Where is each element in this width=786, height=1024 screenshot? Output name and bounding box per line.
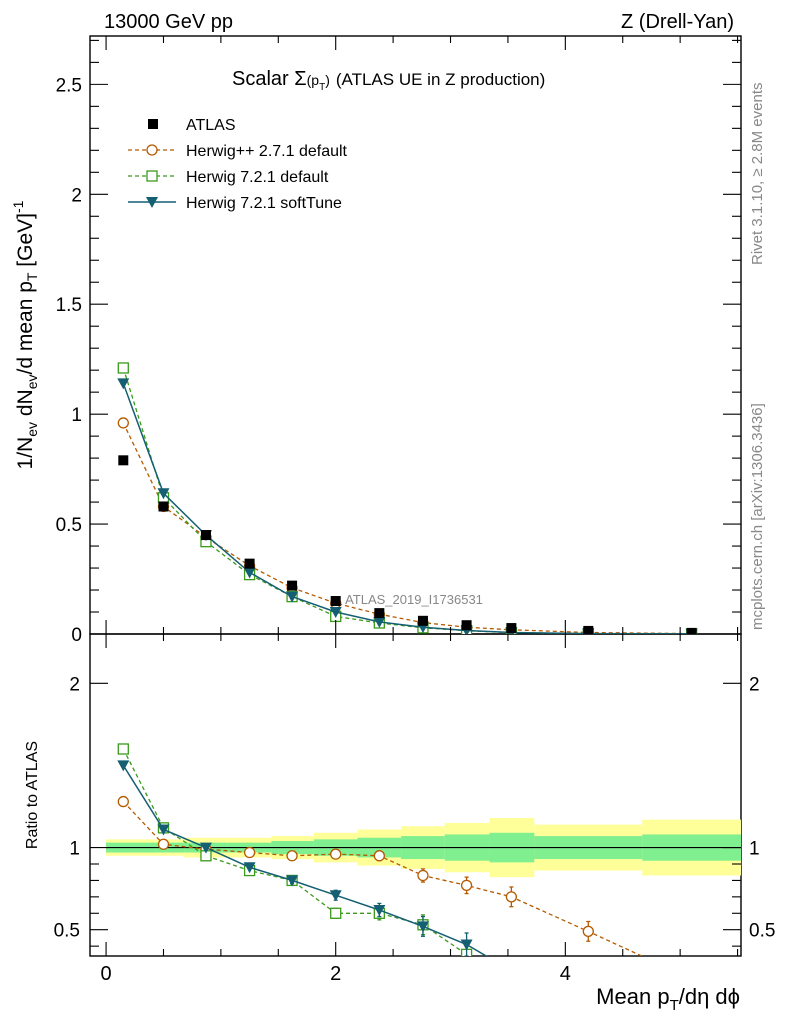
ratio-point-herwig-2-7-1-default [330, 848, 342, 860]
mcplots-label: mcplots.cern.ch [arXiv:1306.3436] [749, 403, 766, 630]
ratio-point-herwig-7-2-1-default [506, 974, 516, 984]
main-y-tick-label: 1 [71, 405, 82, 426]
ratio-point-herwig-7-2-1-default [117, 743, 129, 755]
ratio-y-tick-label: 1 [69, 839, 80, 860]
ratio-point-herwig-7-2-1-softtune [199, 842, 212, 854]
ratio-point-herwig-2-7-1-default [243, 846, 256, 859]
ratio-point-herwig-7-2-1-softtune [582, 987, 594, 998]
ratio-y-tick-label-right: 0.5 [749, 921, 775, 942]
legend-label-herwig7-softtune: Herwig 7.2.1 softTune [186, 195, 342, 212]
main-y-tick-label: 2.5 [56, 75, 82, 96]
ratio-y-axis-label: Ratio to ATLAS [24, 741, 41, 849]
ratio-point-herwig-2-7-1-default [687, 974, 697, 984]
ratio-point-herwig-7-2-1-softtune [286, 875, 299, 887]
main-point-atlas [118, 455, 129, 466]
ratio-point-herwig-2-7-1-default [373, 850, 385, 862]
ratio-panel [89, 633, 742, 957]
ratio-point-herwig-2-7-1-default [286, 850, 298, 862]
analysis-watermark: ATLAS_2019_I1736531 [345, 592, 483, 607]
main-y-tick-label: 1.5 [56, 295, 82, 316]
ratio-point-herwig-2-7-1-default [505, 891, 518, 903]
ratio-line-herwig-7-2-1-softtune [122, 765, 488, 956]
ratio-point-herwig-7-2-1-softtune [460, 939, 473, 951]
x-tick-label: 4 [560, 963, 571, 985]
ratio-point-herwig-2-7-1-default [117, 795, 129, 808]
main-series-atlas [118, 455, 697, 634]
main-line-herwig-7-2-1-softtune [122, 383, 692, 634]
ratio-point-herwig-7-2-1-softtune [416, 921, 429, 933]
main-y-tick-label: 0.5 [56, 515, 82, 536]
ratio-series-herwig-7-2-1-softtune [117, 760, 594, 998]
main-point-atlas [158, 501, 169, 512]
main-point-atlas [330, 596, 341, 607]
x-tick-label: 2 [330, 963, 341, 985]
legend-marker-herwig7-softtune [146, 197, 158, 208]
ratio-y-tick-label: 0.5 [54, 921, 80, 942]
main-point-herwig-7-2-1-softtune [329, 607, 342, 619]
ratio-line-herwig-7-2-1-default [122, 748, 471, 956]
main-point-herwig-7-2-1-default [117, 362, 129, 374]
ratio-y-tick-label-right: 2 [749, 674, 760, 695]
ratio-point-herwig-7-2-1-default [330, 907, 342, 919]
legend: ATLAS Herwig++ 2.7.1 default Herwig 7.2.… [128, 117, 348, 212]
ratio-point-herwig-7-2-1-softtune [157, 824, 170, 836]
main-point-atlas [686, 627, 697, 634]
x-axis-label: Mean pT/dη dϕ [596, 984, 740, 1014]
ratio-point-herwig-7-2-1-default [583, 990, 593, 1000]
main-y-axis-label: 1/Nev dNev/d mean pT [GeV]-1 [10, 200, 40, 469]
main-point-atlas [244, 558, 255, 569]
main-point-herwig-7-2-1-softtune [286, 591, 299, 603]
ratio-point-herwig-7-2-1-softtune [243, 862, 256, 874]
ratio-point-herwig-7-2-1-softtune [505, 966, 517, 977]
main-point-herwig-7-2-1-softtune [157, 488, 170, 500]
main-point-atlas [506, 623, 517, 634]
rivet-label: Rivet 3.1.10, ≥ 2.8M events [749, 83, 766, 266]
legend-label-herwig7-default: Herwig 7.2.1 default [186, 169, 329, 186]
main-y-tick-label: 0 [71, 625, 82, 646]
legend-item-herwig7-softtune: Herwig 7.2.1 softTune [128, 195, 342, 212]
ratio-y-tick-label: 2 [69, 674, 80, 695]
main-point-herwig-2-7-1-default [117, 417, 129, 429]
ratio-series-herwig-2-7-1-default [117, 795, 697, 984]
main-point-atlas [417, 615, 428, 626]
ratio-line-herwig-2-7-1-default [122, 801, 644, 956]
plot-title: Scalar Σ(pT) (ATLAS UE in Z production) [232, 68, 545, 93]
ratio-series-herwig-7-2-1-default [117, 743, 593, 1000]
legend-marker-herwigpp [146, 144, 158, 156]
ratio-point-herwig-2-7-1-default [417, 869, 429, 882]
legend-marker-atlas [148, 119, 158, 129]
main-line-herwig-2-7-1-default [122, 422, 692, 634]
ratio-y-tick-label-right: 1 [749, 839, 760, 860]
main-point-herwig-7-2-1-softtune [373, 616, 386, 628]
legend-label-atlas: ATLAS [186, 117, 236, 134]
ratio-plot-area [106, 743, 741, 1000]
main-point-atlas [374, 608, 385, 619]
legend-label-herwigpp: Herwig++ 2.7.1 default [186, 143, 348, 160]
energy-label: 13000 GeV pp [104, 11, 233, 33]
process-label: Z (Drell-Yan) [621, 11, 734, 33]
legend-item-herwig7-default: Herwig 7.2.1 default [128, 169, 329, 186]
legend-item-herwigpp: Herwig++ 2.7.1 default [128, 143, 348, 160]
main-y-tick-label: 2 [71, 185, 82, 206]
main-point-atlas [200, 530, 211, 541]
main-point-herwig-7-2-1-softtune [117, 378, 130, 390]
main-point-atlas [461, 620, 472, 631]
ratio-point-herwig-7-2-1-softtune [373, 905, 386, 916]
ratio-point-herwig-7-2-1-softtune [117, 760, 130, 772]
legend-marker-herwig7-default [146, 170, 158, 182]
ratio-point-herwig-2-7-1-default [157, 838, 170, 850]
main-point-herwig-7-2-1-softtune [243, 567, 256, 579]
ratio-point-herwig-2-7-1-default [460, 879, 473, 892]
main-point-atlas [583, 625, 594, 634]
ratio-point-herwig-2-7-1-default [582, 925, 594, 938]
ratio-point-herwig-7-2-1-softtune [329, 890, 342, 902]
x-tick-label: 0 [101, 963, 112, 985]
axes: 0 0.5 1 1.5 2 2.5 0.5 0.5 1 1 2 2 0 2 4 [54, 36, 775, 985]
main-point-atlas [287, 580, 298, 591]
legend-item-atlas: ATLAS [148, 117, 236, 134]
main-plot-area [117, 362, 698, 634]
